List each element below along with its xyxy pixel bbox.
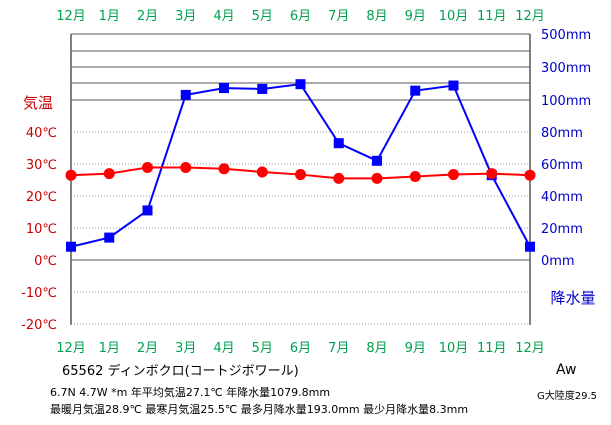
top-month-label: 8月 [366,9,387,24]
temperature-tick-label: 20℃ [26,190,57,205]
top-month-label: 2月 [137,9,158,24]
precipitation-point [257,83,268,94]
temperature-tick-label: -20℃ [21,318,57,333]
bottom-month-label: 4月 [213,341,234,356]
station-lat: 6.7N [50,386,76,399]
top-month-axis: 12月 1月 2月 3月 4月 5月 6月 7月 8月 9月 10月 11月 12月 [56,9,545,24]
precipitation-tick-label: 60mm [541,158,583,173]
coldest-month: 最寒月気温25.5℃ [145,403,238,416]
temperature-point [295,169,306,181]
precipitation-point [180,89,191,100]
precipitation-tick-label: 100mm [541,94,591,109]
bottom-month-label: 6月 [290,341,311,356]
temperature-axis: 40℃ 30℃ 20℃ 10℃ 0℃ -10℃ -20℃ [21,126,57,333]
station-title: 65562 ディンボクロ(コートジボワール) [62,360,299,379]
temperature-point [142,162,153,174]
precipitation-tick-label: 500mm [541,28,591,43]
precipitation-tick-label: 300mm [541,61,591,76]
temperature-point [524,169,536,181]
temperature-point [218,163,230,175]
top-month-label: 10月 [439,9,469,24]
precipitation-point [66,241,76,252]
annual-mean-temp: 年平均気温27.1℃ [130,386,223,399]
precipitation-point [410,85,421,96]
climate-class: Aw [556,362,577,378]
top-month-label: 1月 [99,9,120,24]
precipitation-point [142,205,153,216]
warmest-month: 最暖月気温28.9℃ [50,403,142,416]
temperature-point [448,169,459,181]
top-month-label: 7月 [328,9,349,24]
bottom-month-label: 12月 [515,341,545,356]
top-month-label: 3月 [175,9,196,24]
temperature-tick-label: 0℃ [34,254,57,269]
precipitation-axis: 500mm 300mm 100mm 80mm 60mm 40mm 20mm 0mm [541,28,591,269]
temperature-point [65,169,77,181]
temperature-point [256,166,268,178]
top-month-label: 9月 [405,9,426,24]
top-month-label: 12月 [56,9,86,24]
precipitation-point [219,83,229,94]
bottom-month-label: 1月 [99,341,120,356]
precipitation-point [372,155,382,166]
station-id: 65562 [62,364,104,379]
temperature-point [371,172,383,184]
station-lon: 4.7W [79,386,108,399]
bottom-month-label: 12月 [56,341,86,356]
bottom-month-label: 5月 [252,341,273,356]
top-month-label: 12月 [515,9,545,24]
precipitation-tick-label: 80mm [541,126,583,141]
temperature-tick-label: -10℃ [21,286,57,301]
bottom-month-axis: 12月 1月 2月 3月 4月 5月 6月 7月 8月 9月 10月 11月 12月 [56,341,545,356]
precipitation-point [525,241,535,252]
top-month-label: 5月 [252,9,273,24]
top-month-label: 11月 [477,9,507,24]
station-name: ディンボクロ(コートジボワール) [107,364,299,379]
temperature-tick-label: 10℃ [26,222,57,237]
precipitation-point [104,232,115,243]
annual-precip: 年降水量1079.8mm [226,386,331,399]
precipitation-point [295,79,306,90]
precipitation-line [70,83,531,248]
precipitation-point [448,80,459,91]
continentality: G大陸度29.5 [537,391,598,402]
bottom-month-label: 8月 [366,341,387,356]
precipitation-tick-label: 40mm [541,190,583,205]
bottom-month-label: 10月 [439,341,469,356]
bottom-month-label: 11月 [477,341,507,356]
precipitation-tick-label: 20mm [541,222,583,237]
precipitation-point [333,138,344,149]
temperature-series [65,162,536,184]
wettest-month: 最多月降水量193.0mm [240,403,360,416]
bottom-month-label: 9月 [405,341,426,356]
temperature-point [409,170,421,182]
temperature-point [333,172,345,184]
bottom-month-label: 7月 [328,341,349,356]
temperature-point [103,168,115,180]
top-month-label: 4月 [213,9,234,24]
bottom-month-label: 2月 [137,341,158,356]
precipitation-axis-label: 降水量 [550,289,595,307]
top-month-label: 6月 [290,9,311,24]
precipitation-series [66,79,535,252]
station-summary-line1: 6.7N 4.7W *m 年平均気温27.1℃ 年降水量1079.8mm [50,384,330,400]
temperature-point [486,168,498,180]
temperature-axis-label: 気温 [23,94,53,112]
station-elev: *m [111,386,128,399]
precipitation-tick-label: 0mm [541,254,575,269]
temperature-tick-label: 40℃ [26,126,57,141]
driest-month: 最少月降水量8.3mm [363,403,469,416]
station-summary-line2: 最暖月気温28.9℃ 最寒月気温25.5℃ 最多月降水量193.0mm 最少月降… [50,401,468,417]
temperature-tick-label: 30℃ [26,158,57,173]
bottom-month-label: 3月 [175,341,196,356]
temperature-point [180,162,192,174]
